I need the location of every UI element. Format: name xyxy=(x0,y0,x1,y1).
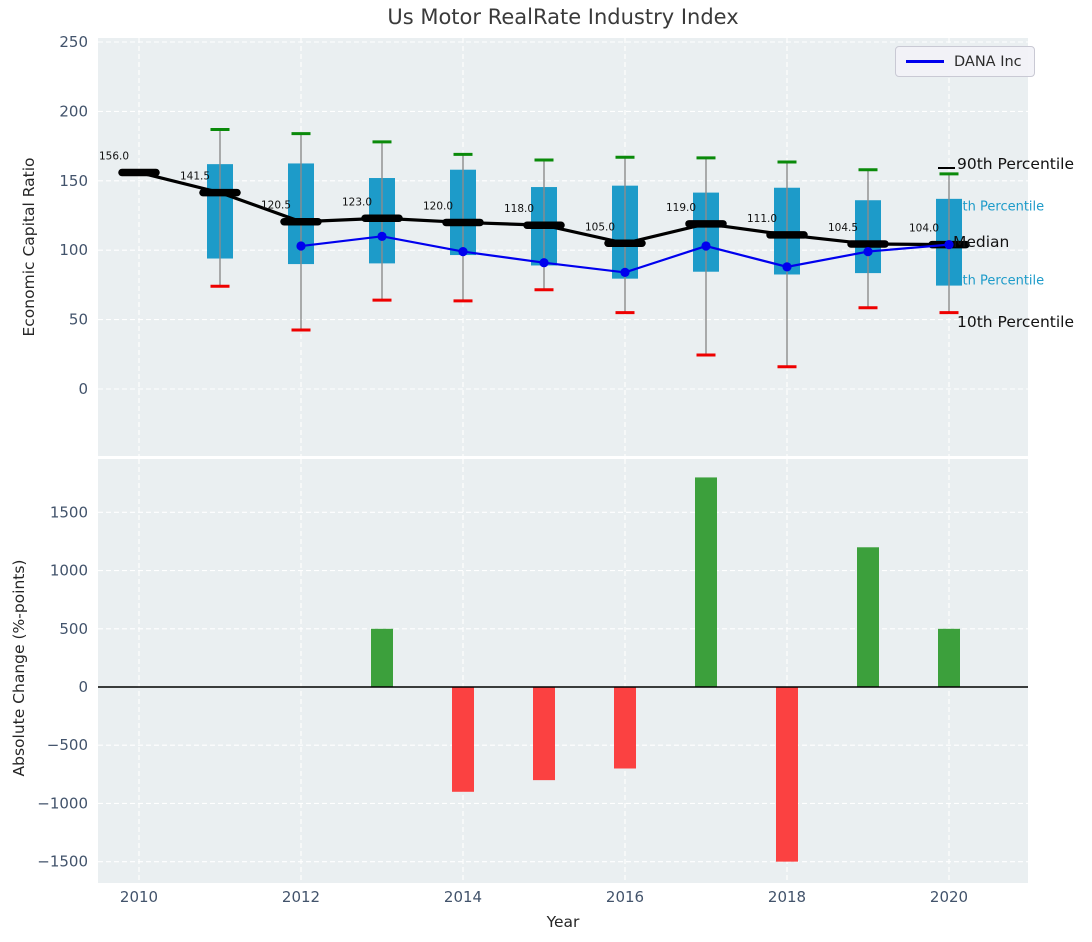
top-plot-background xyxy=(98,38,1028,456)
y-tick-label: 250 xyxy=(59,33,88,51)
dana-marker xyxy=(539,258,549,268)
y-tick-label: 0 xyxy=(78,380,88,398)
y-tick-label: −1000 xyxy=(37,794,88,812)
bar-positive xyxy=(857,547,879,687)
annotation-median-value: 156.0 xyxy=(99,150,129,162)
dana-marker xyxy=(296,241,306,251)
label-10th-percentile: 10th Percentile xyxy=(957,313,1075,331)
label-90th-percentile: 90th Percentile xyxy=(957,155,1075,173)
x-tick-label: 2020 xyxy=(930,888,968,906)
bottom-y-axis-label: Absolute Change (%-points) xyxy=(10,559,28,777)
dana-marker xyxy=(620,267,630,278)
y-tick-label: 500 xyxy=(59,620,88,638)
annotation-median-value: 119.0 xyxy=(666,202,696,214)
annotation-median-value: 105.0 xyxy=(585,221,615,233)
annotation-median-value: 104.5 xyxy=(828,222,858,234)
x-tick-label: 2012 xyxy=(282,888,320,906)
dana-marker xyxy=(944,240,954,250)
bottom-plot-background xyxy=(98,459,1028,883)
dana-marker xyxy=(863,246,873,257)
dana-marker xyxy=(458,246,468,257)
y-tick-label: 100 xyxy=(59,241,88,259)
90th-percentile-leader-line xyxy=(938,167,955,169)
y-tick-label: −500 xyxy=(47,736,88,754)
dana-marker xyxy=(701,241,711,251)
annotation-median-value: 104.0 xyxy=(909,223,939,235)
x-tick-label: 2016 xyxy=(606,888,644,906)
bar-negative xyxy=(614,687,636,769)
legend-line-sample xyxy=(906,60,944,63)
y-tick-label: 1000 xyxy=(50,562,88,580)
x-tick-label: 2014 xyxy=(444,888,482,906)
bar-negative xyxy=(452,687,474,792)
x-tick-label: 2010 xyxy=(120,888,158,906)
label-75th-percentile: 75th Percentile xyxy=(946,200,1044,215)
y-tick-label: 1500 xyxy=(50,503,88,521)
dana-marker xyxy=(377,231,387,241)
dana-marker xyxy=(782,262,792,272)
annotation-median-value: 120.5 xyxy=(261,200,291,212)
legend-label: DANA Inc xyxy=(954,53,1022,70)
bar-negative xyxy=(533,687,555,781)
y-tick-label: 150 xyxy=(59,172,88,190)
annotation-median-value: 123.0 xyxy=(342,196,372,208)
annotation-median-value: 118.0 xyxy=(504,203,534,215)
legend: DANA Inc xyxy=(895,46,1035,77)
annotation-median-value: 111.0 xyxy=(747,213,777,225)
x-tick-label: 2018 xyxy=(768,888,806,906)
label-median: Median xyxy=(953,233,1010,251)
bar-negative xyxy=(776,687,798,862)
annotation-median-value: 141.5 xyxy=(180,171,210,183)
y-tick-label: 0 xyxy=(78,678,88,696)
x-axis-label: Year xyxy=(546,913,580,931)
top-y-axis-label: Economic Capital Ratio xyxy=(20,157,38,337)
annotation-median-value: 120.0 xyxy=(423,200,453,212)
bar-positive xyxy=(695,477,717,687)
bar-positive xyxy=(938,628,960,687)
y-tick-label: −1500 xyxy=(37,853,88,871)
y-tick-label: 50 xyxy=(69,311,88,329)
y-tick-label: 200 xyxy=(59,102,88,120)
label-25th-percentile: 25th Percentile xyxy=(946,274,1044,289)
bar-positive xyxy=(371,628,393,687)
chart-title: Us Motor RealRate Industry Index xyxy=(387,5,739,29)
